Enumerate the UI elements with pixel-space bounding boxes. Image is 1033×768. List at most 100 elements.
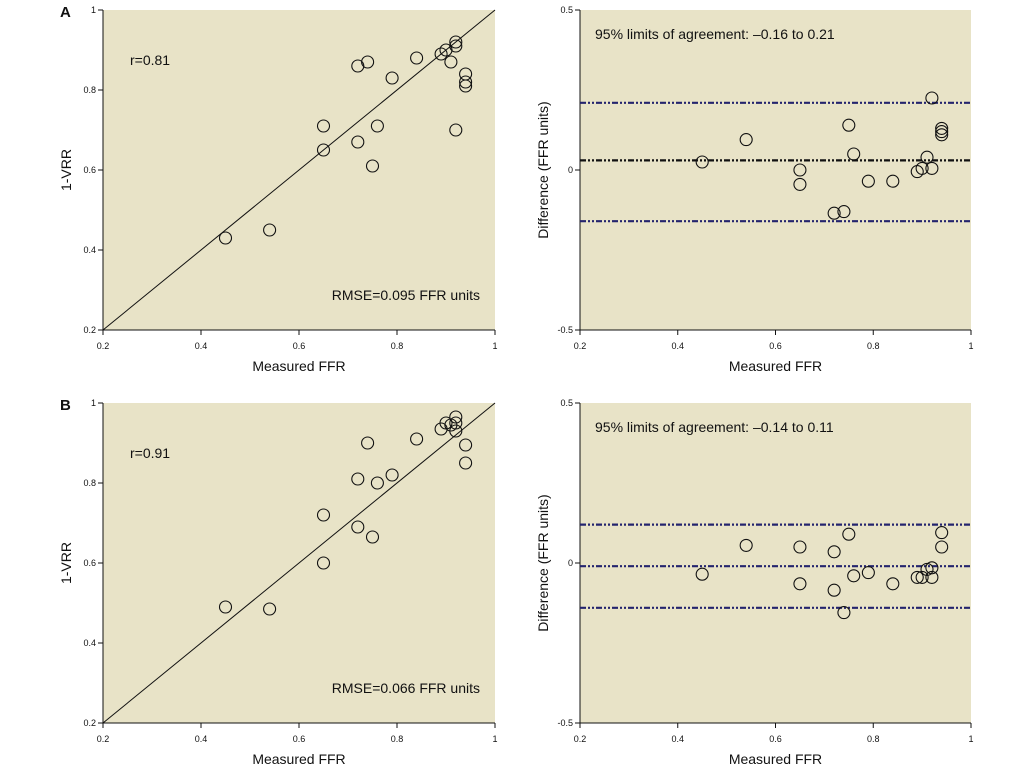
y-tick-label: 0.5: [560, 398, 573, 408]
data-point: [935, 125, 949, 139]
data-point: [263, 602, 277, 616]
y-axis-label: Difference (FFR units): [535, 494, 551, 631]
data-point: [361, 436, 375, 450]
x-tick-label: 0.4: [671, 734, 684, 744]
data-point: [218, 600, 233, 614]
x-tick-label: 0.8: [391, 341, 404, 351]
y-tick-label: 0.4: [83, 245, 96, 255]
data-point: [837, 205, 851, 219]
data-point: [925, 561, 939, 575]
identity-line: [102, 402, 496, 724]
x-tick-label: 0.8: [867, 734, 880, 744]
x-tick-label: 0.6: [769, 341, 782, 351]
panel-letter: A: [60, 4, 71, 21]
y-tick-label: 0.6: [83, 165, 96, 175]
y-tick-label: 0.5: [560, 5, 573, 15]
x-tick-label: 0.2: [574, 341, 587, 351]
data-point: [935, 526, 949, 540]
data-point: [385, 71, 399, 85]
data-point: [370, 476, 384, 490]
y-tick-label: 1: [91, 5, 96, 15]
data-point: [935, 121, 949, 135]
data-point: [886, 174, 900, 188]
limits-of-agreement-annotation: 95% limits of agreement: –0.16 to 0.21: [595, 26, 835, 42]
x-tick-label: 0.4: [195, 734, 208, 744]
data-point: [351, 135, 365, 149]
plot-background: [580, 10, 971, 330]
data-point: [351, 472, 365, 486]
data-point: [218, 231, 233, 245]
data-point: [316, 508, 331, 522]
data-point: [459, 438, 473, 452]
data-point: [915, 570, 929, 584]
data-point: [365, 159, 380, 173]
x-tick-label: 1: [492, 341, 497, 351]
data-point: [793, 540, 807, 554]
y-tick-label: -0.5: [557, 718, 573, 728]
data-point: [459, 79, 473, 93]
y-tick-label: 0: [568, 165, 573, 175]
data-point: [925, 570, 939, 584]
data-point: [449, 410, 463, 424]
y-axis-label: 1-VRR: [58, 149, 74, 191]
data-point: [847, 569, 861, 583]
data-point: [837, 606, 851, 620]
data-point: [449, 123, 463, 137]
panel-letter: B: [60, 397, 71, 414]
data-point: [459, 75, 473, 89]
x-tick-label: 0.2: [97, 734, 110, 744]
data-point: [434, 47, 448, 61]
data-point: [861, 566, 875, 580]
data-point: [886, 577, 900, 591]
correlation-annotation: r=0.91: [130, 445, 170, 461]
data-point: [449, 416, 463, 430]
y-axis-label: 1-VRR: [58, 542, 74, 584]
x-tick-label: 0.6: [293, 341, 306, 351]
data-point: [827, 583, 841, 597]
y-tick-label: 1: [91, 398, 96, 408]
identity-line: [102, 9, 496, 331]
x-tick-label: 0.6: [769, 734, 782, 744]
data-point: [263, 223, 277, 237]
correlation-annotation: r=0.81: [130, 52, 170, 68]
x-tick-label: 0.4: [195, 341, 208, 351]
y-axis-label: Difference (FFR units): [535, 101, 551, 238]
x-tick-label: 1: [492, 734, 497, 744]
data-point: [739, 538, 753, 552]
data-point: [925, 161, 939, 175]
x-axis-label: Measured FFR: [729, 751, 822, 767]
chart-a-bland-altman: 0.2 0.4 0.6 0.8 1 -0.5 0 0.5 Measured FFR Differe…: [535, 5, 974, 374]
data-point: [410, 51, 424, 65]
data-point: [449, 39, 463, 53]
y-tick-label: 0: [568, 558, 573, 568]
x-tick-label: 0.2: [97, 341, 110, 351]
y-tick-label: 0.8: [83, 478, 96, 488]
x-tick-label: 0.6: [293, 734, 306, 744]
x-axis-label: Measured FFR: [252, 358, 345, 374]
x-tick-label: 0.8: [391, 734, 404, 744]
y-tick-label: 0.6: [83, 558, 96, 568]
data-point: [695, 567, 709, 581]
x-tick-label: 0.2: [574, 734, 587, 744]
y-tick-label: -0.5: [557, 325, 573, 335]
data-point: [920, 562, 934, 576]
data-point: [410, 432, 424, 446]
data-point: [935, 128, 949, 142]
limits-of-agreement-annotation: 95% limits of agreement: –0.14 to 0.11: [595, 419, 834, 435]
rmse-annotation: RMSE=0.066 FFR units: [332, 680, 480, 696]
plot-background: [580, 403, 971, 723]
y-tick-label: 0.8: [83, 85, 96, 95]
chart-b-bland-altman: 0.2 0.4 0.6 0.8 1 -0.5 0 0.5 Measured FFR Differe…: [535, 398, 974, 767]
data-point: [316, 143, 331, 157]
data-point: [793, 577, 807, 591]
data-point: [351, 520, 365, 534]
data-point: [459, 456, 473, 470]
data-point: [910, 570, 924, 584]
data-point: [925, 91, 939, 105]
data-point: [695, 155, 709, 169]
data-point: [449, 424, 463, 438]
data-point: [316, 119, 331, 133]
data-point: [793, 163, 807, 177]
data-point: [449, 35, 463, 49]
